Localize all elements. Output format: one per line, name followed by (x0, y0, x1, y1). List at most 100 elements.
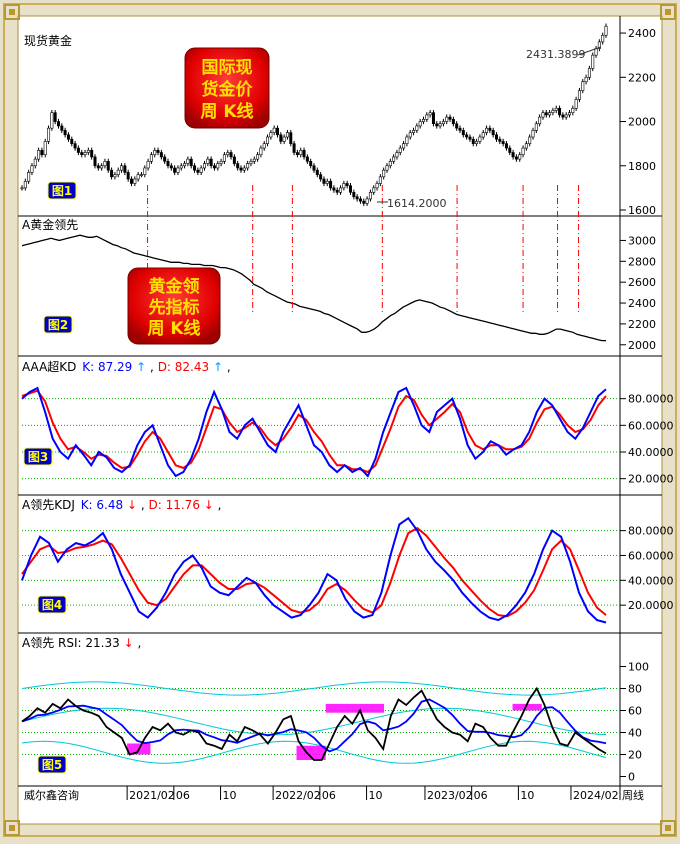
candle-body (60, 125, 64, 131)
candle-body (133, 178, 137, 184)
candle-body (106, 161, 110, 171)
panel3-title-prefix: AAA超KD (22, 359, 76, 374)
candle-body (229, 152, 233, 158)
callout2-line2: 先指标 (149, 297, 200, 318)
panel3-k-arrow: ↑ (136, 360, 146, 374)
footer-source: 威尔鑫咨询 (24, 788, 79, 802)
panel2-title: A黄金领先 (22, 217, 78, 232)
x-tick-label: 10 (520, 789, 534, 802)
candle-body (329, 180, 333, 189)
candle-body (139, 174, 143, 176)
candle-body (163, 156, 167, 162)
candle-body (209, 158, 213, 167)
candle-body (577, 90, 581, 100)
panel4-title: A领先KDJ K: 6.48 ↓ , D: 11.76 ↓ , (22, 498, 222, 512)
candle-body (405, 136, 409, 144)
high-price-label: 2431.3899 (526, 48, 586, 61)
candle-body (458, 127, 462, 131)
candle-body (289, 132, 293, 144)
kdj-d-line (21, 526, 607, 618)
panel3-k-value: K: 87.29 (82, 360, 132, 374)
candle-body (110, 169, 114, 178)
badge-panel2: 图2 (43, 315, 73, 334)
candle-body (100, 165, 104, 169)
candle-body (448, 116, 452, 120)
candle-body (23, 180, 27, 189)
candle-body (216, 163, 220, 169)
candle-body (193, 165, 197, 171)
candle-body (176, 167, 180, 173)
panel5-ytick-label: 0 (628, 771, 635, 784)
candle-body (325, 180, 329, 184)
candle-body (551, 110, 555, 113)
candle-body (368, 192, 372, 200)
candle-body (358, 198, 362, 202)
badge-panel5-label: 图5 (42, 758, 62, 772)
candle-body (524, 143, 528, 149)
candle-body (604, 25, 608, 36)
candle-body (130, 178, 134, 184)
candle-body (597, 41, 601, 49)
candle-body (76, 147, 80, 153)
candle-body (435, 123, 439, 127)
candle-body (33, 158, 37, 167)
candle-body (348, 185, 352, 193)
candle-body (561, 114, 565, 118)
candle-body (136, 174, 140, 180)
candle-body (441, 121, 445, 125)
candle-body (315, 169, 319, 175)
badge-panel2-label: 图2 (48, 318, 68, 332)
panel4-ytick-label: 80.0000 (628, 525, 674, 538)
candle-body (302, 149, 306, 158)
candle-body (262, 143, 266, 149)
panel5-rsi-arrow: ↓ (124, 636, 134, 650)
candle-body (581, 81, 585, 91)
candle-body (259, 147, 263, 156)
candle-body (468, 136, 472, 140)
candle-body (149, 154, 153, 162)
rsi-average-line (21, 698, 607, 753)
corner-ornament-bottom-left (4, 820, 20, 836)
candle-body (83, 152, 87, 156)
candle-body (309, 161, 313, 167)
candle-body (518, 154, 522, 160)
candle-body (591, 54, 595, 69)
badge-panel3-label: 图3 (28, 450, 48, 464)
rsi-highlight-zone (512, 703, 542, 711)
candle-body (375, 183, 379, 189)
candle-body (378, 176, 382, 184)
candle-body (279, 134, 283, 142)
candle-body (521, 147, 525, 156)
candle-body (143, 167, 147, 175)
candle-body (392, 156, 396, 162)
candle-body (305, 156, 309, 162)
badge-panel5: 图5 (37, 755, 67, 774)
grid-layer (22, 398, 620, 755)
panel1-ytick-label: 2000 (628, 116, 656, 129)
candle-body (212, 165, 216, 169)
candle-body (206, 158, 210, 164)
x-tick-label: 10 (369, 789, 383, 802)
panel3-d-value: D: 82.43 (158, 360, 209, 374)
candle-body (421, 119, 425, 122)
candle-body (203, 163, 207, 169)
candle-body (266, 136, 270, 144)
panel3-ytick-label: 80.0000 (628, 393, 674, 406)
candle-body (528, 136, 532, 144)
rsi-highlight-zone (325, 703, 385, 713)
candle-body (70, 138, 74, 144)
candle-body (355, 196, 359, 200)
candle-body (385, 165, 389, 171)
panel3-ytick-label: 40.0000 (628, 446, 674, 459)
candle-body (123, 165, 127, 173)
callout2-line1: 黄金领 (149, 276, 200, 297)
corner-ornament-top-right (660, 4, 676, 20)
panel4-title-prefix: A领先KDJ (22, 498, 75, 512)
candle-body (299, 149, 303, 156)
panel5-title: A领先 RSI: 21.33 ↓ , (22, 636, 141, 650)
callout-gold-lead: 黄金领 先指标 周 K线 (127, 267, 221, 345)
candle-body (242, 167, 246, 171)
candle-body (538, 116, 542, 125)
candle-body (153, 149, 157, 156)
candle-body (37, 149, 41, 160)
